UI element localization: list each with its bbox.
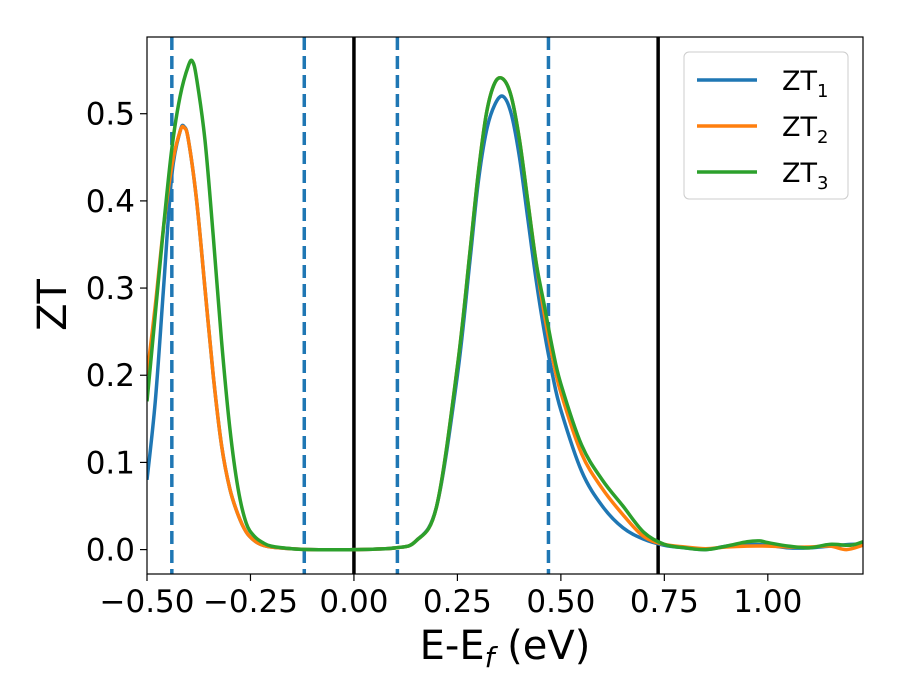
x-tick-label: 0.25 [423, 584, 492, 620]
x-tick-label: −0.25 [203, 584, 298, 620]
y-tick-label: 0.5 [86, 97, 135, 133]
x-tick-label: 1.00 [733, 584, 802, 620]
legend-box [683, 51, 849, 200]
x-axis-title: E-Ef (eV) [420, 623, 591, 674]
series-line-zt3 [147, 58, 863, 552]
legend-label-zt2: ZT2 [782, 112, 828, 148]
x-axis: −0.50 −0.25 0.00 0.25 0.50 0.75 1.00 [100, 574, 802, 620]
y-axis-title: ZT [30, 279, 76, 331]
y-tick-label: 0.3 [86, 271, 135, 307]
plot-frame [146, 36, 864, 575]
y-tick-label: 0.1 [86, 445, 135, 481]
reference-lines [170, 37, 660, 574]
x-tick-label: 0.50 [526, 584, 595, 620]
y-tick-label: 0.4 [86, 184, 135, 220]
y-axis: 0.0 0.1 0.2 0.3 0.4 0.5 [86, 97, 147, 569]
x-tick-label: −0.50 [100, 584, 195, 620]
legend-label-zt3: ZT3 [782, 158, 828, 194]
x-axis-title-rest: (eV) [494, 623, 590, 669]
x-tick-label: 0.75 [630, 584, 699, 620]
y-tick-label: 0.2 [86, 358, 135, 394]
x-axis-title-base: E-E [420, 623, 485, 669]
y-tick-label: 0.0 [86, 533, 135, 569]
legend-label-zt1: ZT1 [782, 66, 828, 102]
legend: ZT1 ZT2 ZT3 [683, 51, 849, 200]
x-tick-label: 0.00 [319, 584, 388, 620]
series-lines [147, 58, 863, 552]
